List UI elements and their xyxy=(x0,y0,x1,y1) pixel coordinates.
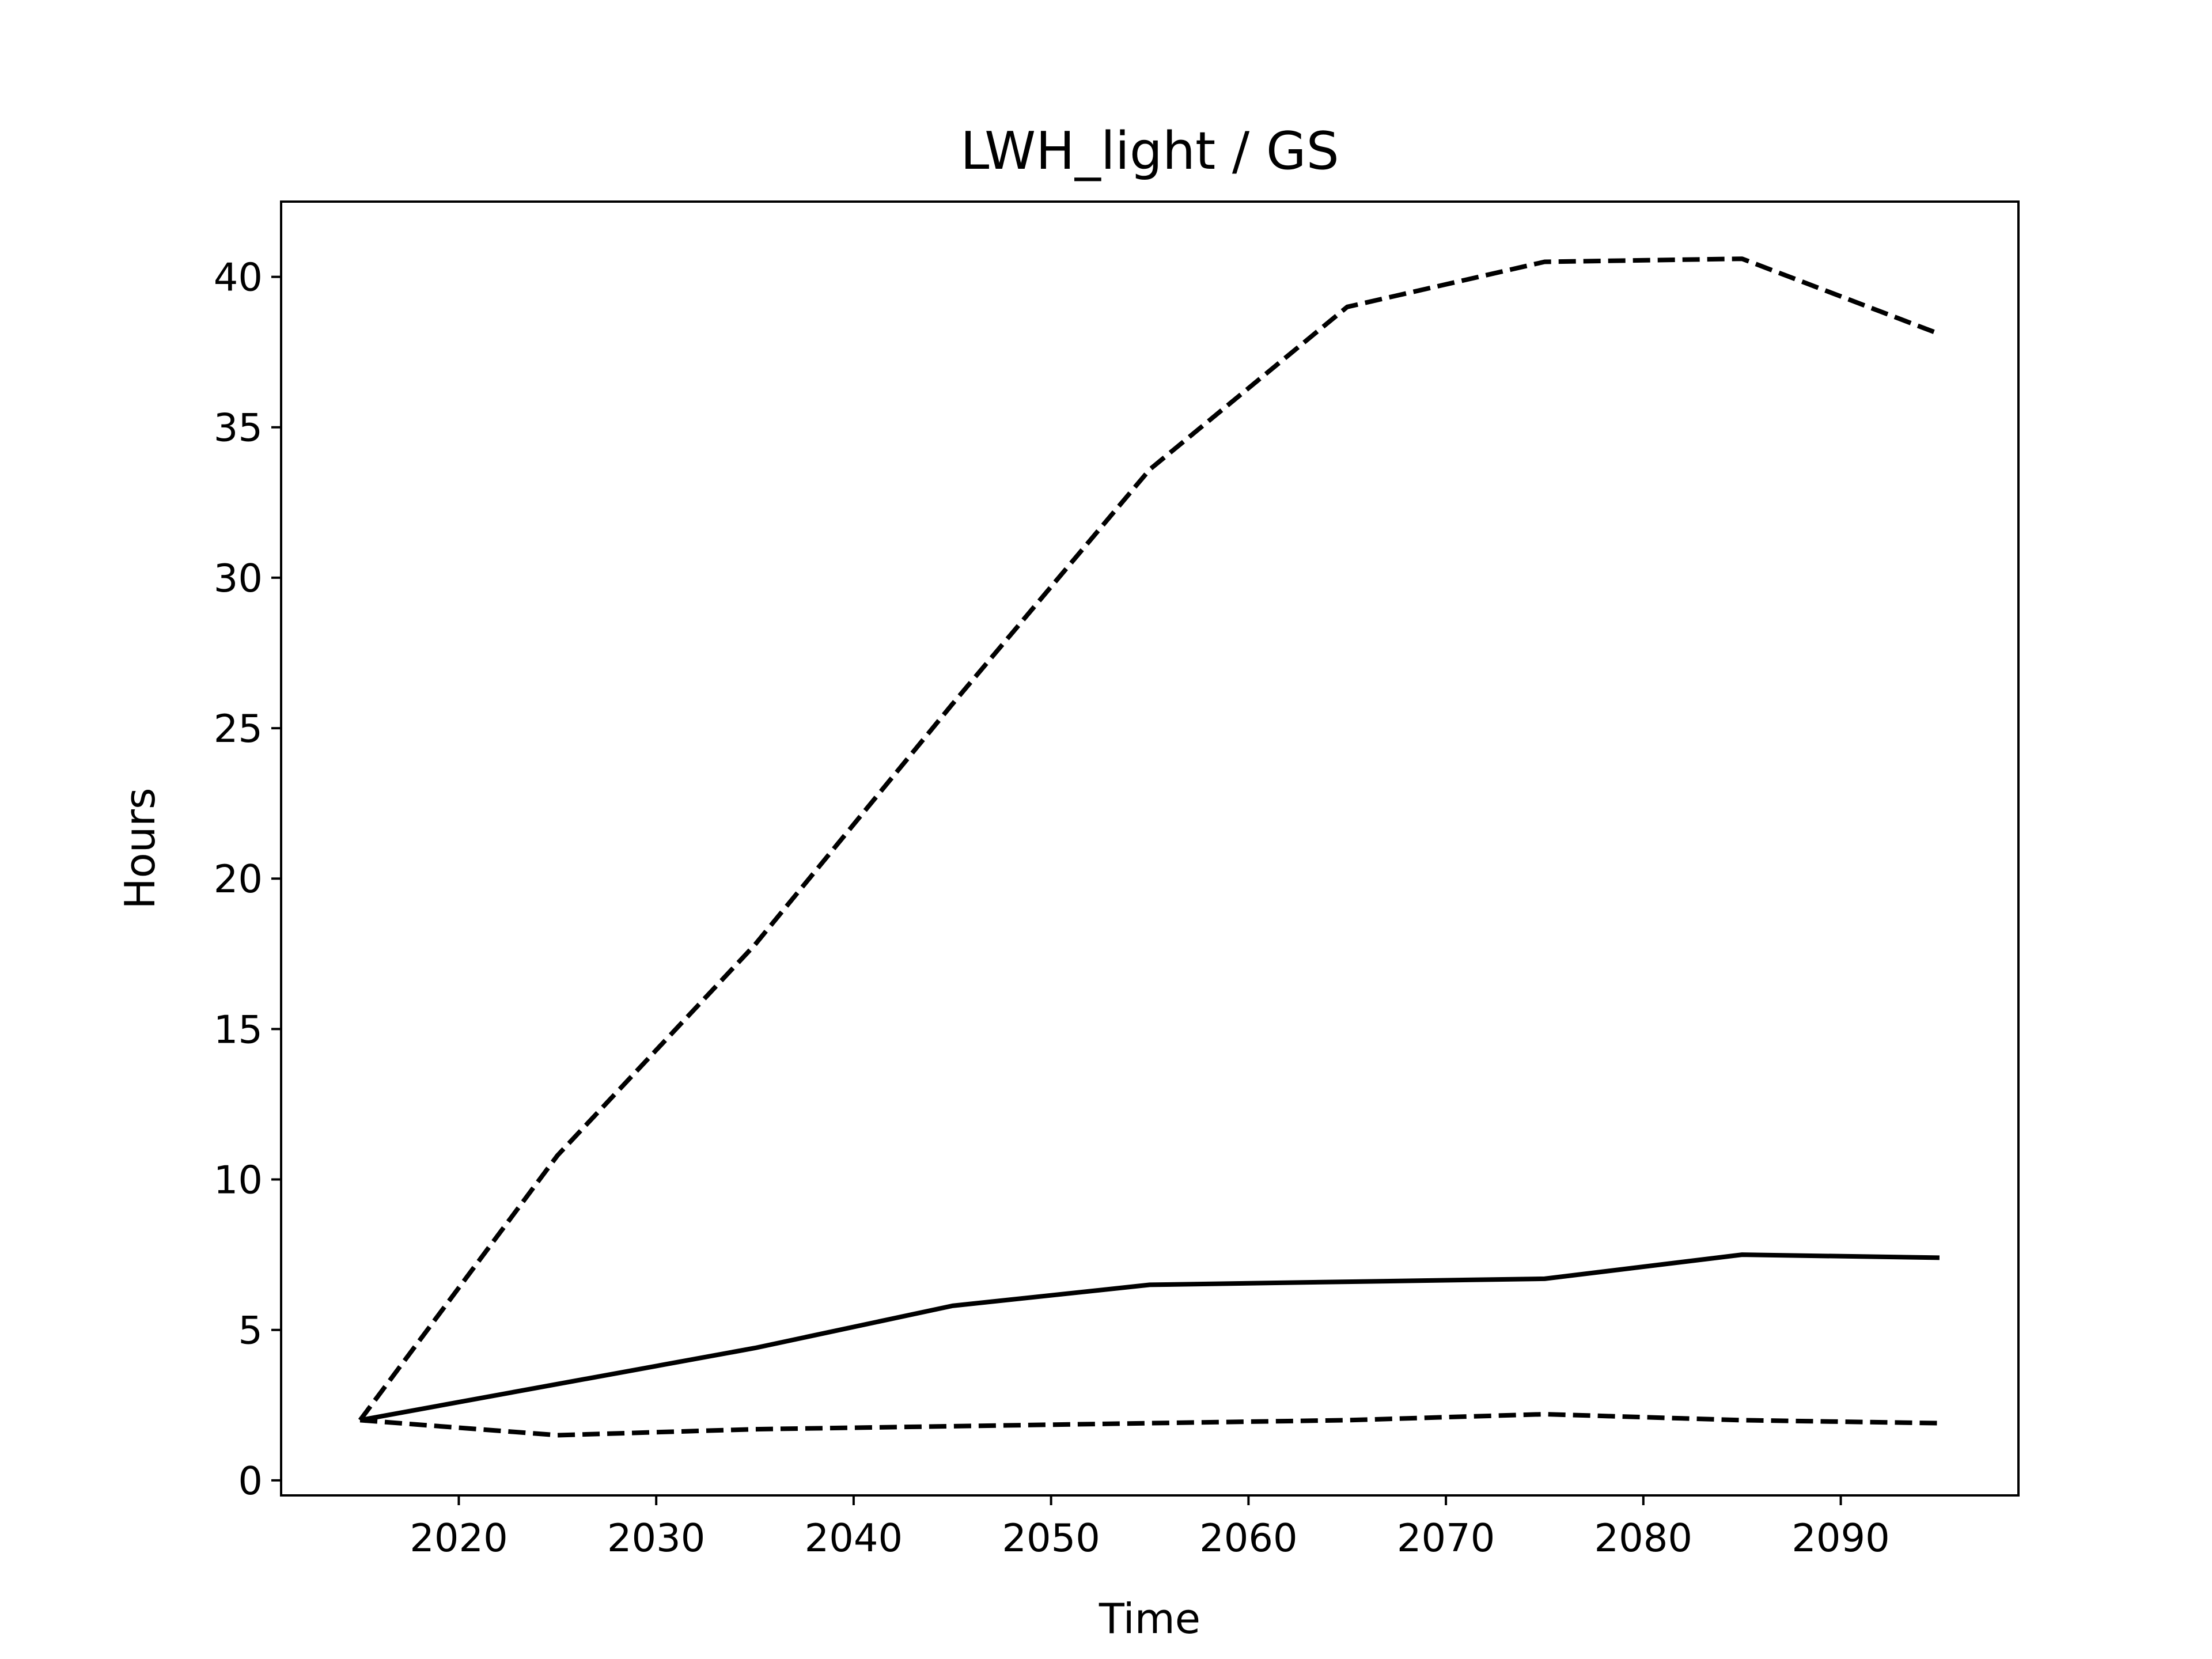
x-axis-label: Time xyxy=(1099,1594,1200,1643)
y-tick-label: 5 xyxy=(238,1308,263,1353)
y-tick-label: 35 xyxy=(214,406,263,450)
y-tick-label: 20 xyxy=(214,857,263,902)
x-tick-label: 2080 xyxy=(1594,1516,1693,1560)
plot-area-frame xyxy=(280,200,2020,1497)
series-layer xyxy=(358,256,1941,1438)
x-tick-label: 2030 xyxy=(607,1516,706,1560)
series-3-line xyxy=(359,1412,1940,1438)
series-1-line xyxy=(358,256,1941,1422)
y-tick-label: 25 xyxy=(214,706,263,751)
y-axis-ticks: 0 5 10 15 20 25 30 35 40 xyxy=(214,255,281,1503)
y-tick-label: 10 xyxy=(214,1158,263,1203)
x-axis-ticks: 2020 2030 2040 2050 2060 2070 2080 2090 xyxy=(410,1495,1890,1560)
x-tick-label: 2070 xyxy=(1397,1516,1495,1560)
y-tick-label: 30 xyxy=(214,556,263,601)
series-2-line xyxy=(359,1252,1940,1423)
x-tick-label: 2060 xyxy=(1199,1516,1298,1560)
y-tick-label: 40 xyxy=(214,255,263,300)
chart-title: LWH_light / GS xyxy=(960,121,1339,181)
x-tick-label: 2090 xyxy=(1791,1516,1890,1560)
x-tick-label: 2020 xyxy=(410,1516,508,1560)
x-tick-label: 2050 xyxy=(1002,1516,1100,1560)
x-tick-label: 2040 xyxy=(805,1516,903,1560)
y-axis-label: Hours xyxy=(116,788,164,910)
y-tick-label: 0 xyxy=(238,1459,263,1503)
y-tick-label: 15 xyxy=(214,1007,263,1052)
